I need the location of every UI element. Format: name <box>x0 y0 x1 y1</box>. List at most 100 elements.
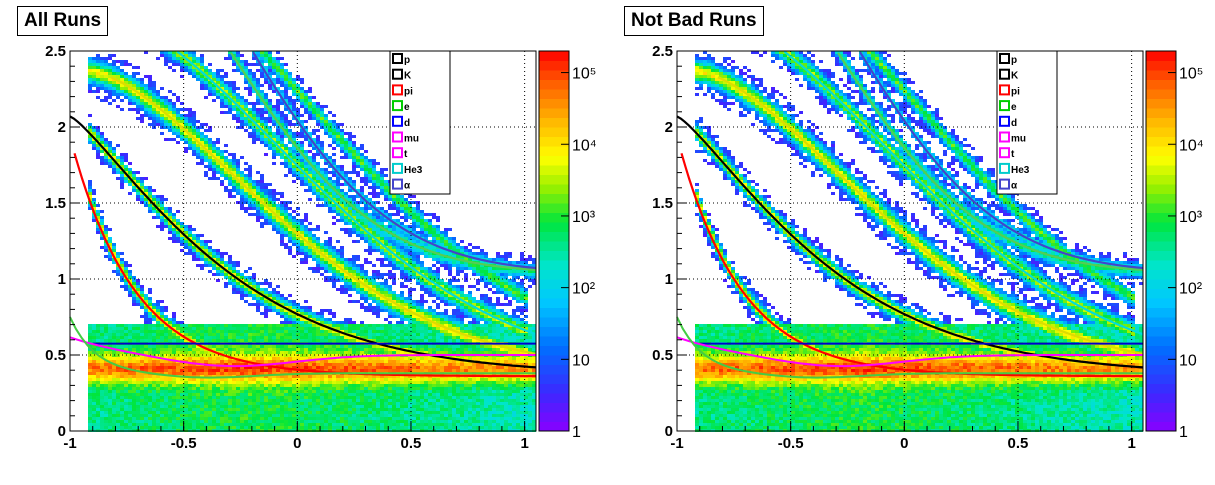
heatmap-cell <box>272 228 276 231</box>
heatmap-cell <box>240 411 244 414</box>
heatmap-cell <box>256 213 260 216</box>
heatmap-cell <box>152 84 156 87</box>
heatmap-cell <box>328 333 332 336</box>
heatmap-cell <box>344 141 348 144</box>
heatmap-cell <box>264 372 268 375</box>
heatmap-cell <box>112 393 116 396</box>
heatmap-cell <box>204 396 208 399</box>
heatmap-cell <box>264 303 268 306</box>
heatmap-cell <box>132 186 136 189</box>
heatmap-cell <box>208 168 212 171</box>
heatmap-cell <box>244 198 248 201</box>
heatmap-cell <box>204 171 208 174</box>
heatmap-cell <box>268 114 272 117</box>
heatmap-cell <box>328 414 332 417</box>
heatmap-cell <box>352 333 356 336</box>
heatmap-cell <box>172 111 176 114</box>
heatmap-cell <box>284 84 288 87</box>
heatmap-cell <box>316 204 320 207</box>
heatmap-cell <box>144 336 148 339</box>
heatmap-cell <box>232 177 236 180</box>
heatmap-cell <box>160 390 164 393</box>
heatmap-cell <box>304 423 308 426</box>
heatmap-cell <box>140 84 144 87</box>
heatmap-cell <box>228 414 232 417</box>
heatmap-cell <box>308 165 312 168</box>
heatmap-cell <box>268 213 272 216</box>
heatmap-cell <box>336 321 340 324</box>
heatmap-cell <box>352 216 356 219</box>
heatmap-cell <box>304 216 308 219</box>
heatmap-cell <box>124 267 128 270</box>
heatmap-cell <box>348 378 352 381</box>
heatmap-cell <box>244 183 248 186</box>
heatmap-cell <box>180 405 184 408</box>
heatmap-cell <box>216 333 220 336</box>
heatmap-cell <box>308 231 312 234</box>
heatmap-cell <box>328 387 332 390</box>
heatmap-cell <box>284 96 288 99</box>
heatmap-cell <box>188 108 192 111</box>
heatmap-cell <box>280 375 284 378</box>
heatmap-cell <box>184 366 188 369</box>
heatmap-cell <box>324 360 328 363</box>
heatmap-cell <box>104 366 108 369</box>
heatmap-cell <box>92 72 96 75</box>
heatmap-cell <box>164 225 168 228</box>
heatmap-cell <box>300 345 304 348</box>
heatmap-cell <box>324 174 328 177</box>
heatmap-cell <box>216 261 220 264</box>
heatmap-cell <box>332 384 336 387</box>
heatmap-cell <box>136 297 140 300</box>
heatmap-cell <box>300 120 304 123</box>
heatmap-cell <box>212 423 216 426</box>
heatmap-cell <box>120 408 124 411</box>
heatmap-cell <box>292 333 296 336</box>
heatmap-cell <box>148 81 152 84</box>
heatmap-cell <box>312 339 316 342</box>
heatmap-cell <box>144 405 148 408</box>
heatmap-cell <box>312 357 316 360</box>
heatmap-cell <box>100 339 104 342</box>
heatmap-cell <box>248 186 252 189</box>
heatmap-cell <box>184 426 188 429</box>
heatmap-cell <box>124 369 128 372</box>
heatmap-cell <box>164 408 168 411</box>
heatmap-cell <box>108 84 112 87</box>
heatmap-cell <box>352 228 356 231</box>
heatmap-cell <box>220 111 224 114</box>
heatmap-cell <box>192 336 196 339</box>
heatmap-cell <box>140 339 144 342</box>
heatmap-cell <box>112 87 116 90</box>
heatmap-cell <box>316 384 320 387</box>
heatmap-cell <box>236 369 240 372</box>
heatmap-cell <box>148 189 152 192</box>
heatmap-cell <box>336 132 340 135</box>
heatmap-cell <box>220 366 224 369</box>
heatmap-cell <box>160 351 164 354</box>
heatmap-cell <box>304 405 308 408</box>
heatmap-cell <box>280 156 284 159</box>
heatmap-cell <box>260 69 264 72</box>
heatmap-cell <box>104 246 108 249</box>
heatmap-cell <box>240 345 244 348</box>
heatmap-cell <box>124 396 128 399</box>
heatmap-cell <box>248 123 252 126</box>
heatmap-cell <box>252 81 256 84</box>
heatmap-cell <box>240 339 244 342</box>
heatmap-cell <box>304 129 308 132</box>
heatmap-cell <box>152 378 156 381</box>
heatmap-cell <box>272 69 276 72</box>
heatmap-cell <box>208 360 212 363</box>
heatmap-cell <box>304 234 308 237</box>
heatmap-cell <box>100 156 104 159</box>
heatmap-cell <box>96 129 100 132</box>
heatmap-cell <box>172 213 176 216</box>
heatmap-cell <box>304 228 308 231</box>
heatmap-cell <box>308 363 312 366</box>
heatmap-cell <box>184 390 188 393</box>
heatmap-cell <box>308 90 312 93</box>
heatmap-cell <box>176 423 180 426</box>
heatmap-cell <box>116 156 120 159</box>
heatmap-cell <box>164 402 168 405</box>
